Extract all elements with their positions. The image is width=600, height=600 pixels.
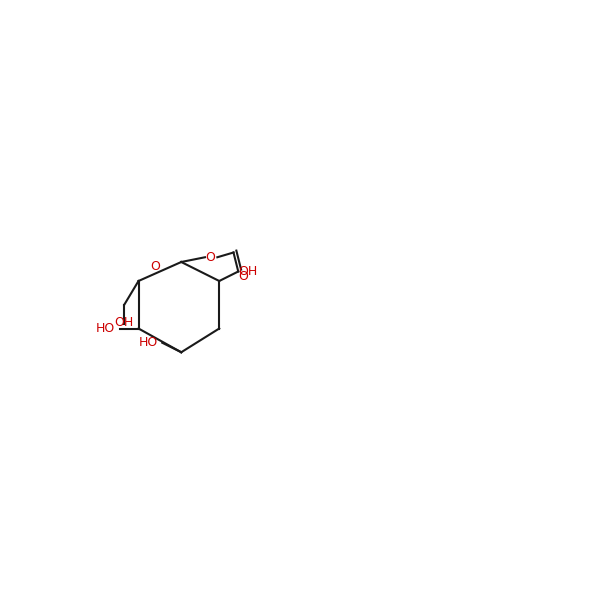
Text: O: O bbox=[150, 260, 160, 273]
Text: O: O bbox=[205, 251, 215, 264]
Text: O: O bbox=[238, 270, 248, 283]
Text: HO: HO bbox=[95, 322, 115, 335]
Text: OH: OH bbox=[238, 265, 257, 278]
Text: HO: HO bbox=[139, 336, 158, 349]
Text: OH: OH bbox=[115, 316, 134, 329]
